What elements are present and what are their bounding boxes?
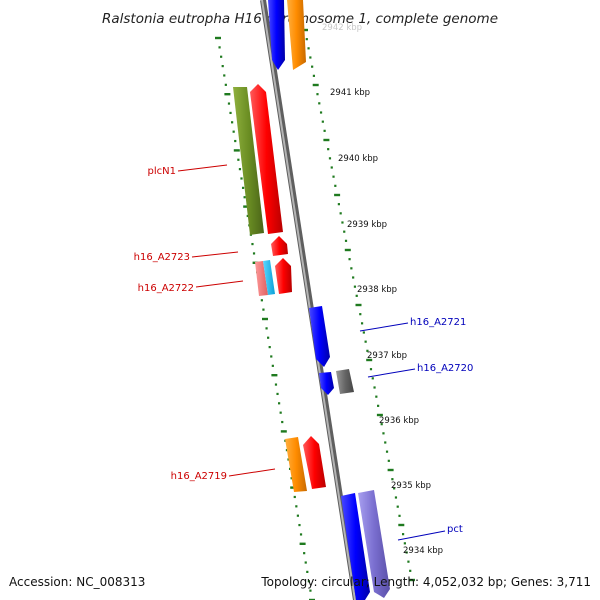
accession-text: Accession: NC_008313 bbox=[9, 575, 145, 589]
gene-h16-A2720[interactable] bbox=[319, 369, 354, 395]
chromosome-backbone bbox=[260, 0, 359, 600]
gene-top-blue[interactable] bbox=[268, 0, 285, 70]
scale-label-2935: 2935 kbp bbox=[391, 481, 431, 491]
gene-label-h16-A2721[interactable]: h16_A2721 bbox=[410, 317, 466, 328]
label-h16-A2722[interactable]: h16_A2722 bbox=[138, 280, 244, 294]
scale-label-2941: 2941 kbp bbox=[330, 88, 370, 98]
scale-label-2940: 2940 kbp bbox=[338, 154, 378, 164]
scale-label-2937: 2937 kbp bbox=[367, 351, 407, 361]
gene-label-h16-A2720[interactable]: h16_A2720 bbox=[417, 363, 473, 374]
gene-h16-A2719[interactable] bbox=[285, 436, 326, 492]
scale-label-2938: 2938 kbp bbox=[357, 285, 397, 295]
label-h16-A2720[interactable]: h16_A2720 bbox=[367, 363, 473, 378]
gene-label-h16-A2722[interactable]: h16_A2722 bbox=[138, 283, 194, 294]
label-plcN1[interactable]: plcN1 bbox=[148, 164, 228, 177]
gene-label-plcN1[interactable]: plcN1 bbox=[148, 166, 176, 177]
gene-top-orange[interactable] bbox=[287, 0, 306, 70]
label-h16-A2721[interactable]: h16_A2721 bbox=[359, 317, 466, 332]
label-h16-A2723[interactable]: h16_A2723 bbox=[134, 251, 239, 263]
scale-label-2939: 2939 kbp bbox=[347, 220, 387, 230]
scale-label-2936: 2936 kbp bbox=[379, 416, 419, 426]
scale-label-2942: 2942 kbp bbox=[322, 23, 362, 33]
scale-label-2934: 2934 kbp bbox=[403, 546, 443, 556]
gene-label-h16-A2719[interactable]: h16_A2719 bbox=[171, 471, 227, 482]
gene-red-long[interactable] bbox=[250, 84, 283, 234]
label-h16-A2719[interactable]: h16_A2719 bbox=[171, 468, 276, 482]
gene-label-h16-A2723[interactable]: h16_A2723 bbox=[134, 252, 190, 263]
tick-marks bbox=[215, 28, 415, 600]
gene-h16-A2721[interactable] bbox=[309, 306, 330, 367]
gene-h16-A2722[interactable] bbox=[255, 258, 292, 296]
scale-labels: 2942 kbp 2941 kbp 2940 kbp 2939 kbp 2938… bbox=[322, 23, 443, 556]
gene-plcN1[interactable] bbox=[233, 87, 264, 235]
gene-label-pct[interactable]: pct bbox=[447, 524, 463, 535]
label-pct[interactable]: pct bbox=[397, 524, 463, 541]
gene-pct[interactable] bbox=[341, 490, 390, 600]
summary-text: Topology: circular; Length: 4,052,032 bp… bbox=[260, 575, 591, 589]
gene-h16-A2723[interactable] bbox=[271, 236, 288, 256]
